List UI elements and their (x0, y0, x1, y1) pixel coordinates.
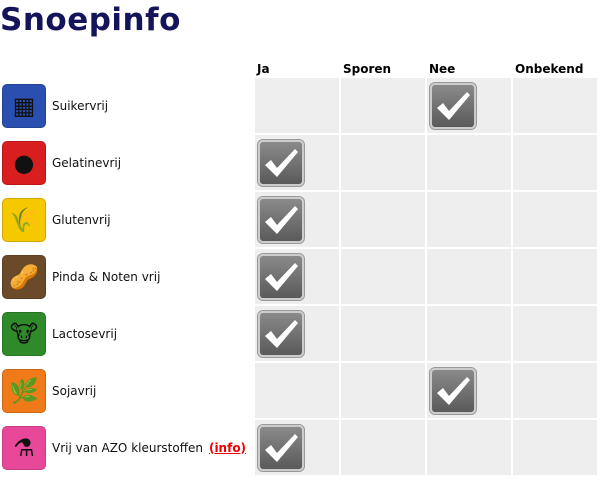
cell-onbekend (513, 192, 597, 247)
checkmark-icon (258, 424, 304, 471)
flask-icon: ⚗ (2, 425, 46, 470)
checkmark-icon (430, 82, 476, 129)
sugar-cubes-icon: ▦ (2, 83, 46, 128)
checkmark-icon (258, 310, 304, 357)
table-row: 🐮 Lactosevrij (2, 306, 597, 361)
checkmark-icon (430, 367, 476, 414)
gelatin-icon: ● (2, 140, 46, 185)
cell-nee (427, 249, 511, 304)
empty-header (2, 58, 253, 76)
table-row: 🥜 Pinda & Noten vrij (2, 249, 597, 304)
peanut-icon: 🥜 (2, 254, 46, 299)
cell-onbekend (513, 306, 597, 361)
cell-onbekend (513, 363, 597, 418)
column-header-sporen: Sporen (343, 62, 392, 76)
page-title: Snoepinfo (0, 2, 181, 38)
cell-nee (427, 78, 511, 133)
cell-onbekend (513, 135, 597, 190)
row-label: Pinda & Noten vrij (52, 269, 161, 284)
wheat-icon: 🌾 (2, 197, 46, 242)
cell-sporen (341, 192, 425, 247)
cell-sporen (341, 363, 425, 418)
row-label: Sojavrij (52, 383, 97, 398)
table-row: ▦ Suikervrij (2, 78, 597, 133)
cell-ja (255, 192, 339, 247)
cell-sporen (341, 249, 425, 304)
table-row: 🌾 Glutenvrij (2, 192, 597, 247)
cell-ja (255, 249, 339, 304)
row-label: Gelatinevrij (52, 155, 122, 170)
cell-onbekend (513, 420, 597, 475)
cow-icon: 🐮 (2, 311, 46, 356)
soy-icon: 🌿 (2, 368, 46, 413)
cell-sporen (341, 420, 425, 475)
checkmark-icon (258, 196, 304, 243)
table-row: ⚗ Vrij van AZO kleurstoffen (info) (2, 420, 597, 475)
row-label: Lactosevrij (52, 326, 118, 341)
cell-nee (427, 306, 511, 361)
checkmark-icon (258, 253, 304, 300)
column-header-ja: Ja (257, 62, 270, 76)
row-label: Glutenvrij (52, 212, 111, 227)
cell-ja (255, 306, 339, 361)
row-label: Suikervrij (52, 98, 109, 113)
column-header-nee: Nee (429, 62, 456, 76)
cell-nee (427, 420, 511, 475)
cell-ja (255, 420, 339, 475)
cell-ja (255, 78, 339, 133)
cell-onbekend (513, 78, 597, 133)
cell-nee (427, 363, 511, 418)
column-header-onbekend: Onbekend (515, 62, 584, 76)
cell-onbekend (513, 249, 597, 304)
candy-info-table: Ja Sporen Nee Onbekend ▦ Suikervrij ● Gelatine… (0, 56, 599, 477)
cell-nee (427, 192, 511, 247)
checkmark-icon (258, 139, 304, 186)
cell-sporen (341, 135, 425, 190)
cell-ja (255, 135, 339, 190)
cell-sporen (341, 78, 425, 133)
row-label: Vrij van AZO kleurstoffen (52, 440, 203, 455)
cell-nee (427, 135, 511, 190)
cell-ja (255, 363, 339, 418)
table-row: ● Gelatinevrij (2, 135, 597, 190)
table-row: 🌿 Sojavrij (2, 363, 597, 418)
cell-sporen (341, 306, 425, 361)
info-link[interactable]: (info) (208, 440, 247, 455)
